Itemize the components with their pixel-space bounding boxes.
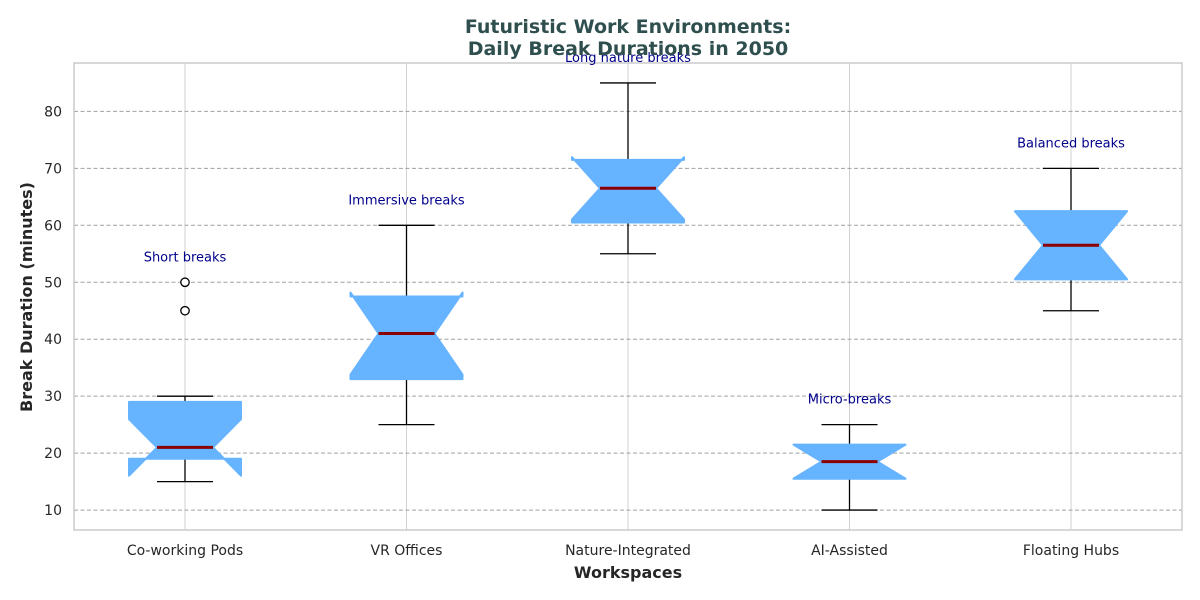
box-nature-integrated — [571, 82, 685, 255]
x-axis-ticks: Co-working Pods VR Offices Nature-Integrat… — [127, 543, 1119, 559]
chart-title-line: Daily Break Durations in 2050 — [468, 38, 789, 60]
y-tick-label: 50 — [44, 275, 62, 291]
y-tick-label: 40 — [44, 332, 62, 348]
y-tick-label: 70 — [44, 161, 62, 177]
y-tick-label: 30 — [44, 389, 62, 405]
x-tick-label: Nature-Integrated — [565, 543, 691, 559]
box-body — [128, 400, 242, 477]
box-body — [571, 156, 685, 224]
x-axis-label: Workspaces — [574, 563, 682, 582]
box-annotation: Long nature breaks — [565, 51, 691, 66]
annotations: Short breaks Immersive breaks Long nature … — [144, 51, 1125, 408]
box-body — [349, 291, 464, 381]
box-annotation: Balanced breaks — [1017, 136, 1125, 151]
y-tick-label: 80 — [44, 104, 62, 120]
x-tick-label: VR Offices — [371, 543, 443, 559]
chart-title: Futuristic Work Environments: Daily Break… — [465, 16, 791, 60]
x-tick-label: AI-Assisted — [811, 543, 888, 559]
boxes — [128, 82, 1128, 511]
plot-frame — [73, 62, 1183, 531]
y-axis-ticks: 10 20 30 40 50 60 70 80 — [44, 104, 62, 519]
y-tick-label: 10 — [44, 503, 62, 519]
chart-title-line: Futuristic Work Environments: — [465, 16, 791, 38]
y-axis-label: Break Duration (minutes) — [17, 182, 36, 412]
outlier-point — [180, 305, 190, 316]
box-annotation: Short breaks — [144, 250, 227, 265]
box-ai-assisted — [792, 423, 907, 511]
box-floating-hubs — [1014, 167, 1128, 312]
x-tick-label: Co-working Pods — [127, 543, 243, 559]
x-tick-label: Floating Hubs — [1023, 543, 1119, 559]
y-tick-label: 60 — [44, 218, 62, 234]
box-co-working-pods — [128, 277, 242, 483]
box-annotation: Micro-breaks — [808, 393, 892, 408]
y-tick-label: 20 — [44, 446, 62, 462]
box-annotation: Immersive breaks — [348, 193, 465, 208]
box-vr-offices — [349, 224, 464, 426]
outlier-point — [180, 277, 190, 288]
